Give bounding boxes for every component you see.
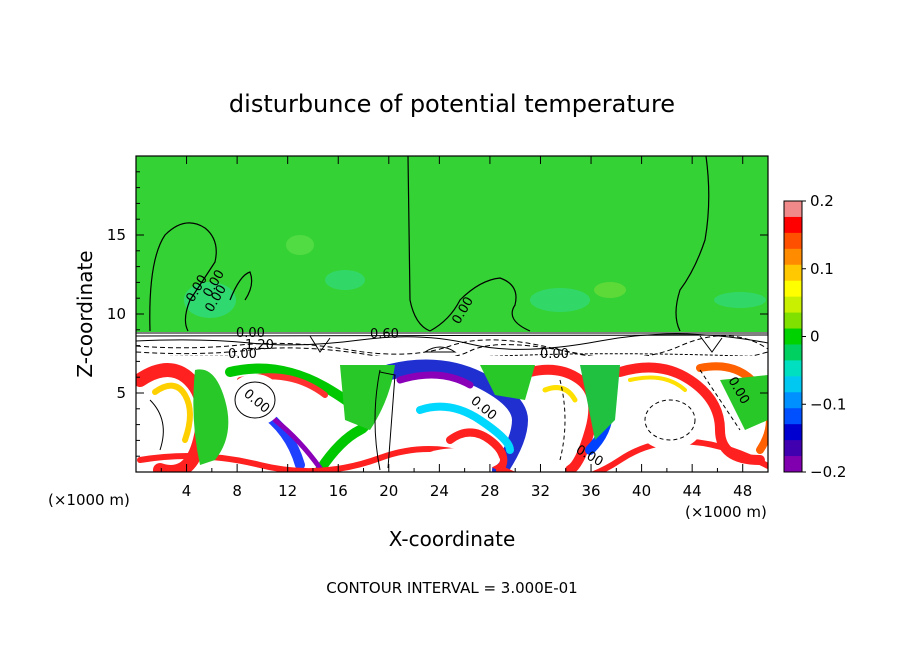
x-tick-label: 40: [632, 482, 651, 500]
colorbar-swatch: [784, 392, 802, 409]
colorbar-swatch: [784, 201, 802, 218]
colorbar-swatch: [784, 376, 802, 393]
contour-label: 1.20: [245, 338, 274, 353]
x-tick-label: 16: [329, 482, 348, 500]
contour-interval-label: CONTOUR INTERVAL = 3.000E-01: [326, 579, 577, 597]
contour-label: 0.00: [540, 347, 569, 362]
colorbar-swatch: [784, 328, 802, 345]
plot-area: [136, 156, 768, 472]
colorbar-swatch: [784, 232, 802, 250]
upper-field: [136, 156, 768, 334]
colorbar: 0.2 0.1 0 −0.1 −0.2: [783, 192, 846, 481]
x-tick-label: 28: [480, 482, 499, 500]
y-axis-label: Z-coordinate: [73, 250, 97, 377]
colorbar-tick-label: 0.2: [810, 192, 834, 210]
contour-label: 0.00: [236, 326, 265, 341]
y-tick-label: 10: [107, 305, 126, 323]
zero-contours: [149, 156, 710, 332]
colorbar-swatch: [784, 296, 802, 314]
x-tick-label: 44: [683, 482, 702, 500]
field-blob: [325, 270, 365, 290]
x-tick-label: 12: [278, 482, 297, 500]
x-unit-label-left: (×1000 m): [48, 491, 130, 509]
contour-label: 0.00: [228, 347, 257, 362]
field-blob: [286, 235, 314, 255]
field-blob: [184, 282, 236, 318]
colorbar-swatch: [784, 456, 802, 473]
chart-title: disturbunce of potential temperature: [229, 90, 675, 118]
y-tick-label: 5: [116, 384, 126, 402]
colorbar-swatch: [784, 344, 802, 361]
colorbar-tick-label: 0.1: [810, 260, 834, 278]
x-tick-label: 20: [379, 482, 398, 500]
turbulent-layer: [136, 356, 768, 472]
inversion-band: [136, 332, 768, 360]
colorbar-swatch: [784, 424, 802, 441]
colorbar-swatch: [784, 312, 802, 330]
field-blob: [530, 288, 590, 312]
x-tick-label: 36: [581, 482, 600, 500]
x-axis: 4 8 12 16 20 24 28 32 36 40 44 48: [160, 156, 752, 500]
colorbar-tick-label: −0.1: [810, 395, 846, 413]
field-blob: [594, 282, 626, 298]
colorbar-tick-label: 0: [810, 328, 820, 346]
x-tick-label: 32: [531, 482, 550, 500]
x-tick-label: 4: [182, 482, 192, 500]
y-tick-label: 15: [107, 226, 126, 244]
colorbar-swatch: [784, 408, 802, 425]
colorbar-swatch: [784, 280, 802, 298]
colorbar-swatch: [784, 440, 802, 457]
contour-label: 0.60: [370, 327, 399, 342]
x-axis-label: X-coordinate: [389, 527, 516, 551]
colorbar-swatch: [784, 264, 802, 282]
y-axis: 5 10 15: [107, 171, 768, 457]
colorbar-swatch: [784, 360, 802, 377]
x-unit-label-right: (×1000 m): [685, 503, 767, 521]
colorbar-swatch: [784, 248, 802, 266]
x-tick-label: 24: [430, 482, 449, 500]
field-blob: [714, 292, 766, 308]
colorbar-swatch: [784, 216, 802, 234]
colorbar-tick-label: −0.2: [810, 463, 846, 481]
x-tick-label: 8: [232, 482, 242, 500]
x-tick-label: 48: [733, 482, 752, 500]
